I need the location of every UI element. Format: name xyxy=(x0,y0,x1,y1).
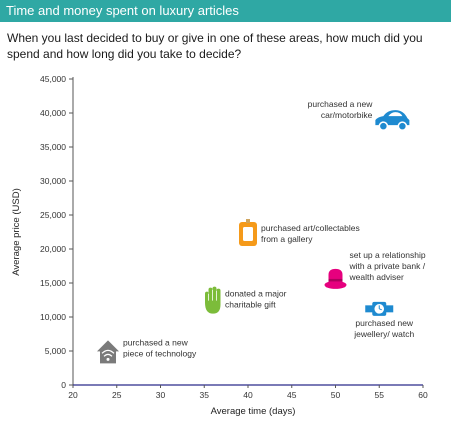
y-tick-label: 35,000 xyxy=(40,142,66,152)
point-label: jewellery/ watch xyxy=(353,329,414,339)
x-tick-label: 50 xyxy=(331,390,341,400)
art-frame-icon xyxy=(239,219,257,247)
y-tick-label: 0 xyxy=(61,380,66,390)
x-tick-label: 45 xyxy=(287,390,297,400)
car-window xyxy=(388,112,403,117)
x-tick-label: 20 xyxy=(68,390,78,400)
hand-icon xyxy=(205,286,221,314)
y-axis-title: Average price (USD) xyxy=(11,188,22,275)
point-label: set up a relationship xyxy=(350,250,426,260)
wifi-dot xyxy=(106,357,110,361)
x-tick-label: 55 xyxy=(375,390,385,400)
chart-title: Time and money spent on luxury articles xyxy=(6,3,239,18)
point-label: purchased art/collectables xyxy=(261,223,360,233)
frame-hook xyxy=(246,219,250,224)
point-label: purchased a new xyxy=(308,99,374,109)
point-label: piece of technology xyxy=(123,348,197,358)
wifi-arc xyxy=(101,349,115,354)
question-text: When you last decided to buy or give in … xyxy=(7,31,423,61)
point-label: with a private bank / xyxy=(349,261,426,271)
x-tick-label: 40 xyxy=(243,390,253,400)
x-axis-title: Average time (days) xyxy=(211,406,296,417)
point-label: charitable gift xyxy=(225,300,276,310)
hat-band xyxy=(328,278,343,282)
x-tick-label: 60 xyxy=(418,390,428,400)
y-tick-label: 30,000 xyxy=(40,176,66,186)
watch-hand xyxy=(379,308,382,311)
point-label: car/motorbike xyxy=(321,110,373,120)
y-tick-label: 10,000 xyxy=(40,312,66,322)
y-tick-label: 20,000 xyxy=(40,244,66,254)
house-shape xyxy=(97,340,119,364)
hat-icon xyxy=(324,268,347,289)
y-tick-label: 15,000 xyxy=(40,278,66,288)
watch-icon xyxy=(365,301,394,316)
point-label: donated a major xyxy=(225,289,287,299)
y-tick-label: 40,000 xyxy=(40,108,66,118)
hat-crown xyxy=(328,268,343,285)
y-tick-label: 45,000 xyxy=(40,74,66,84)
point-label: purchased new xyxy=(355,318,414,328)
wifi-arc xyxy=(103,353,113,357)
house-tech-icon xyxy=(97,340,119,364)
x-tick-label: 30 xyxy=(156,390,166,400)
point-label: from a gallery xyxy=(261,234,313,244)
car-wheel xyxy=(378,121,389,131)
frame-inner xyxy=(243,227,253,242)
car-wheel xyxy=(397,121,408,131)
car-body xyxy=(375,110,410,126)
x-tick-label: 25 xyxy=(112,390,122,400)
car-icon xyxy=(375,110,410,131)
point-label: purchased a new xyxy=(123,337,189,347)
y-tick-label: 5,000 xyxy=(45,346,67,356)
title-banner: Time and money spent on luxury articles xyxy=(0,0,451,22)
y-tick-label: 25,000 xyxy=(40,210,66,220)
x-tick-label: 35 xyxy=(200,390,210,400)
point-label: wealth adviser xyxy=(349,272,405,282)
